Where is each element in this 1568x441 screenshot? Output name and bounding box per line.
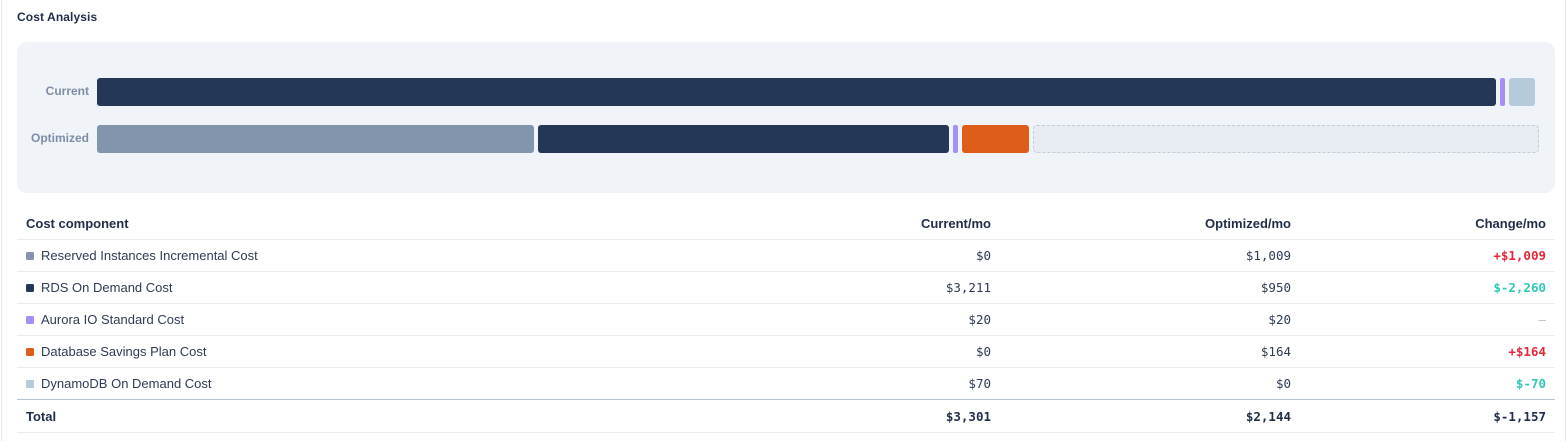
- cost-component-name: DynamoDB On Demand Cost: [26, 368, 212, 400]
- legend-swatch: [26, 284, 34, 292]
- legend-swatch: [26, 252, 34, 260]
- legend-swatch: [26, 316, 34, 324]
- cost-component-label: Reserved Instances Incremental Cost: [41, 248, 258, 263]
- cost-component-label: Aurora IO Standard Cost: [41, 312, 185, 327]
- bar-segment-dynamodb-on-demand-cost: [1508, 78, 1536, 106]
- cost-comparison-chart: Current Optimized: [17, 42, 1555, 193]
- cost-component-label: DynamoDB On Demand Cost: [41, 376, 212, 391]
- panel-title: Cost Analysis: [17, 10, 98, 24]
- optimized-cost-value: $20: [1268, 312, 1291, 327]
- header-optimized: Optimized/mo: [1205, 216, 1291, 231]
- header-cost-component: Cost component: [26, 216, 129, 231]
- cost-component-label: RDS On Demand Cost: [41, 280, 173, 295]
- change-value: –: [1538, 312, 1546, 327]
- change-value: +$1,009: [1493, 248, 1546, 263]
- cost-component-label: Database Savings Plan Cost: [41, 344, 207, 359]
- chart-row-label-current: Current: [45, 84, 89, 98]
- header-current: Current/mo: [920, 216, 991, 231]
- table-header-row: Cost component Current/mo Optimized/mo C…: [17, 208, 1555, 240]
- bar-segment-database-savings-plan-cost: [961, 125, 1030, 153]
- bar-segment-reserved-instances-incremental-cost: [97, 125, 534, 153]
- change-value: +$164: [1508, 344, 1546, 359]
- legend-swatch: [26, 348, 34, 356]
- bar-segment-savings-placeholder: [1033, 125, 1539, 153]
- current-cost-value: $70: [968, 376, 991, 391]
- optimized-cost-value: $0: [1275, 376, 1291, 391]
- optimized-cost-value: $950: [1260, 280, 1291, 295]
- optimized-cost-value: $164: [1260, 344, 1291, 359]
- bar-segment-aurora-io-standard-cost: [1499, 78, 1505, 106]
- current-cost-bar: [97, 78, 1539, 106]
- cost-breakdown-table: Cost component Current/mo Optimized/mo C…: [17, 208, 1555, 433]
- bar-segment-aurora-io-standard-cost: [952, 125, 958, 153]
- total-optimized: $2,144: [1245, 409, 1291, 424]
- current-cost-value: $20: [968, 312, 991, 327]
- change-value: $-2,260: [1493, 280, 1546, 295]
- bar-segment-rds-on-demand-cost: [537, 125, 949, 153]
- current-cost-value: $0: [975, 344, 991, 359]
- current-cost-value: $3,211: [945, 280, 991, 295]
- cost-component-name: RDS On Demand Cost: [26, 272, 173, 304]
- cost-component-name: Reserved Instances Incremental Cost: [26, 240, 258, 272]
- total-change: $-1,157: [1493, 409, 1546, 424]
- table-body: Reserved Instances Incremental Cost $0 $1,…: [17, 240, 1555, 400]
- cost-component-name: Database Savings Plan Cost: [26, 336, 206, 368]
- table-row: Reserved Instances Incremental Cost $0 $1,…: [17, 240, 1555, 272]
- total-label: Total: [26, 409, 57, 424]
- table-row: Database Savings Plan Cost $0 $164 +$164: [17, 336, 1555, 368]
- legend-swatch: [26, 380, 34, 388]
- change-value: $-70: [1515, 376, 1546, 391]
- table-total-row: Total $3,301 $2,144 $-1,157: [17, 399, 1555, 433]
- current-cost-value: $0: [975, 248, 991, 263]
- chart-row-label-optimized: Optimized: [30, 131, 89, 145]
- bar-segment-rds-on-demand-cost: [97, 78, 1496, 106]
- optimized-cost-value: $1,009: [1245, 248, 1291, 263]
- total-current: $3,301: [945, 409, 991, 424]
- header-change: Change/mo: [1475, 216, 1546, 231]
- table-row: DynamoDB On Demand Cost $70 $0 $-70: [17, 368, 1555, 400]
- table-row: RDS On Demand Cost $3,211 $950 $-2,260: [17, 272, 1555, 304]
- optimized-cost-bar: [97, 125, 1539, 153]
- cost-component-name: Aurora IO Standard Cost: [26, 304, 184, 336]
- table-row: Aurora IO Standard Cost $20 $20 –: [17, 304, 1555, 336]
